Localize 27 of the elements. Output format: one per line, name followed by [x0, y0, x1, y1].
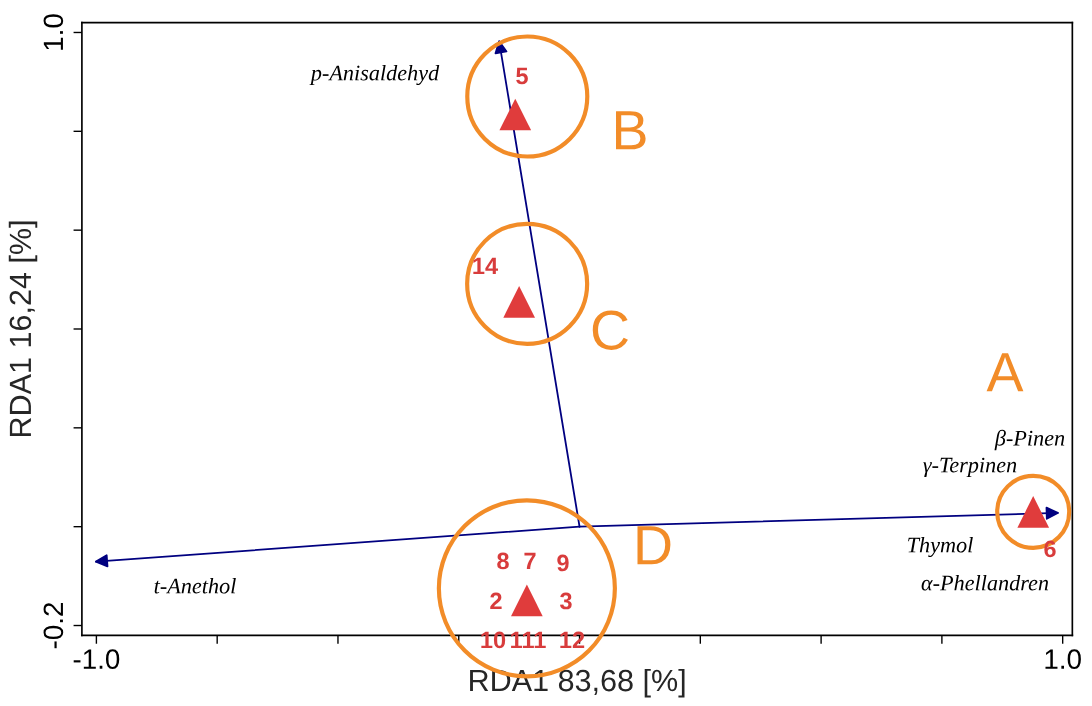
- annotation: 8: [497, 552, 509, 570]
- annotation: 2: [490, 592, 502, 610]
- annotation: 111: [511, 631, 546, 649]
- point: [503, 285, 535, 318]
- annotation: C: [592, 310, 628, 350]
- annotation: 6: [1044, 540, 1056, 558]
- y-tick-label: -0.2: [43, 602, 64, 649]
- annotation: Thymol: [908, 536, 973, 558]
- x-tick-label: -1.0: [73, 649, 120, 669]
- annotation: α-Phellandren: [921, 574, 1049, 591]
- annotation: A: [986, 353, 1024, 392]
- annotation: 9: [557, 554, 569, 572]
- annotation: 3: [559, 592, 572, 610]
- annotation: γ-Terpinen: [923, 457, 1017, 478]
- annotation: 14: [473, 257, 499, 275]
- annotation: 5: [516, 67, 528, 85]
- annotation: 12: [560, 631, 585, 649]
- annotation: 7: [524, 552, 536, 570]
- annotation: B: [616, 111, 646, 150]
- point: [511, 584, 543, 617]
- point: [499, 98, 532, 131]
- annotation: t-Anethol: [154, 577, 236, 594]
- annotation: β-Pinen: [994, 429, 1065, 451]
- annotation: 10: [481, 631, 506, 649]
- annotation: p-Anisaldehyd: [309, 64, 440, 86]
- annotation: D: [637, 526, 671, 565]
- y-axis-title: RDA1 16,24 [%]: [8, 221, 38, 437]
